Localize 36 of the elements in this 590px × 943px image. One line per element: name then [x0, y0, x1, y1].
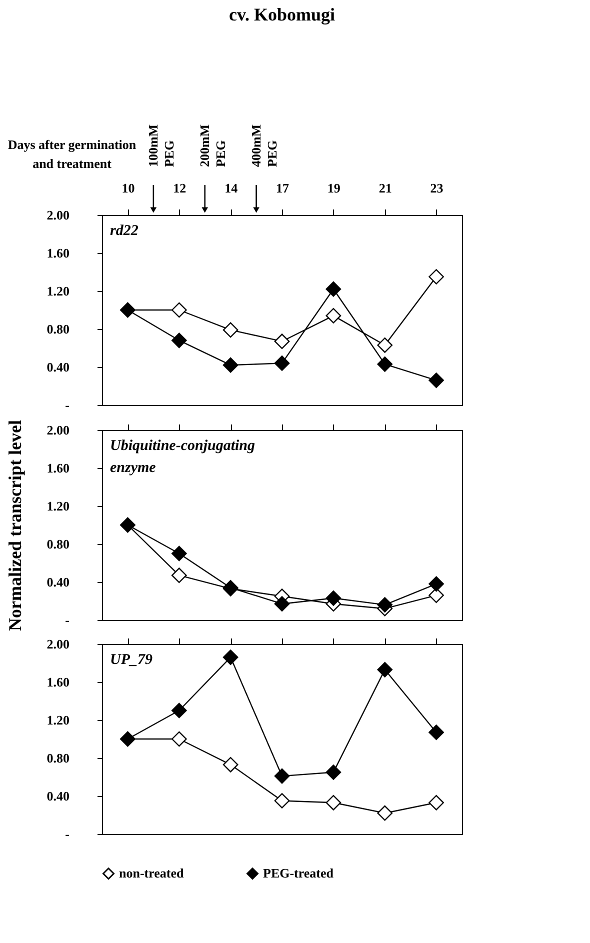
legend-label: non-treated: [119, 866, 185, 881]
text: rd22: [110, 223, 139, 239]
text: Ubiquitine-conjugating enzyme: [110, 438, 256, 476]
y-tick-label: 0.40: [46, 360, 70, 374]
y-axis-title: Normalized transcript level: [4, 420, 25, 631]
y-tick-label: 0.80: [46, 322, 70, 336]
x-tick-label: 14: [224, 180, 238, 196]
y-tick-label: 1.20: [46, 712, 70, 728]
legend-label: PEG-treated: [263, 866, 334, 881]
x-tick-label: 21: [378, 180, 392, 196]
text: UP_79: [110, 652, 153, 668]
y-tick-label: -: [65, 826, 70, 842]
y-tick-label: 2.00: [46, 422, 70, 438]
text: 100mM PEG: [145, 124, 176, 167]
x-tick-label: 17: [276, 180, 290, 196]
y-tick-label: 2.00: [46, 208, 70, 222]
x-tick-label: 23: [430, 180, 444, 196]
y-tick-label: -: [65, 398, 70, 412]
y-tick-label: 1.60: [46, 460, 70, 476]
x-tick-label: 19: [327, 180, 341, 196]
chart-title: cv. Kobomugi: [228, 4, 336, 24]
x-tick-label: 10: [122, 180, 135, 196]
x-tick-label: 12: [173, 180, 186, 196]
y-tick-label: 1.60: [46, 674, 70, 690]
y-tick-label: 1.20: [46, 498, 70, 514]
text: 400mM PEG: [248, 124, 280, 167]
y-tick-label: 0.40: [46, 788, 70, 804]
text: 200mM PEG: [196, 124, 228, 167]
y-tick-label: 0.80: [46, 750, 70, 766]
y-tick-label: 0.40: [46, 574, 70, 590]
y-tick-label: 1.60: [46, 246, 70, 260]
y-tick-label: 1.20: [46, 284, 70, 298]
y-tick-label: 2.00: [46, 636, 70, 652]
y-tick-label: 0.80: [46, 536, 70, 552]
x-axis-title: Days after germination and treatment: [8, 137, 137, 171]
y-tick-label: -: [65, 612, 70, 628]
